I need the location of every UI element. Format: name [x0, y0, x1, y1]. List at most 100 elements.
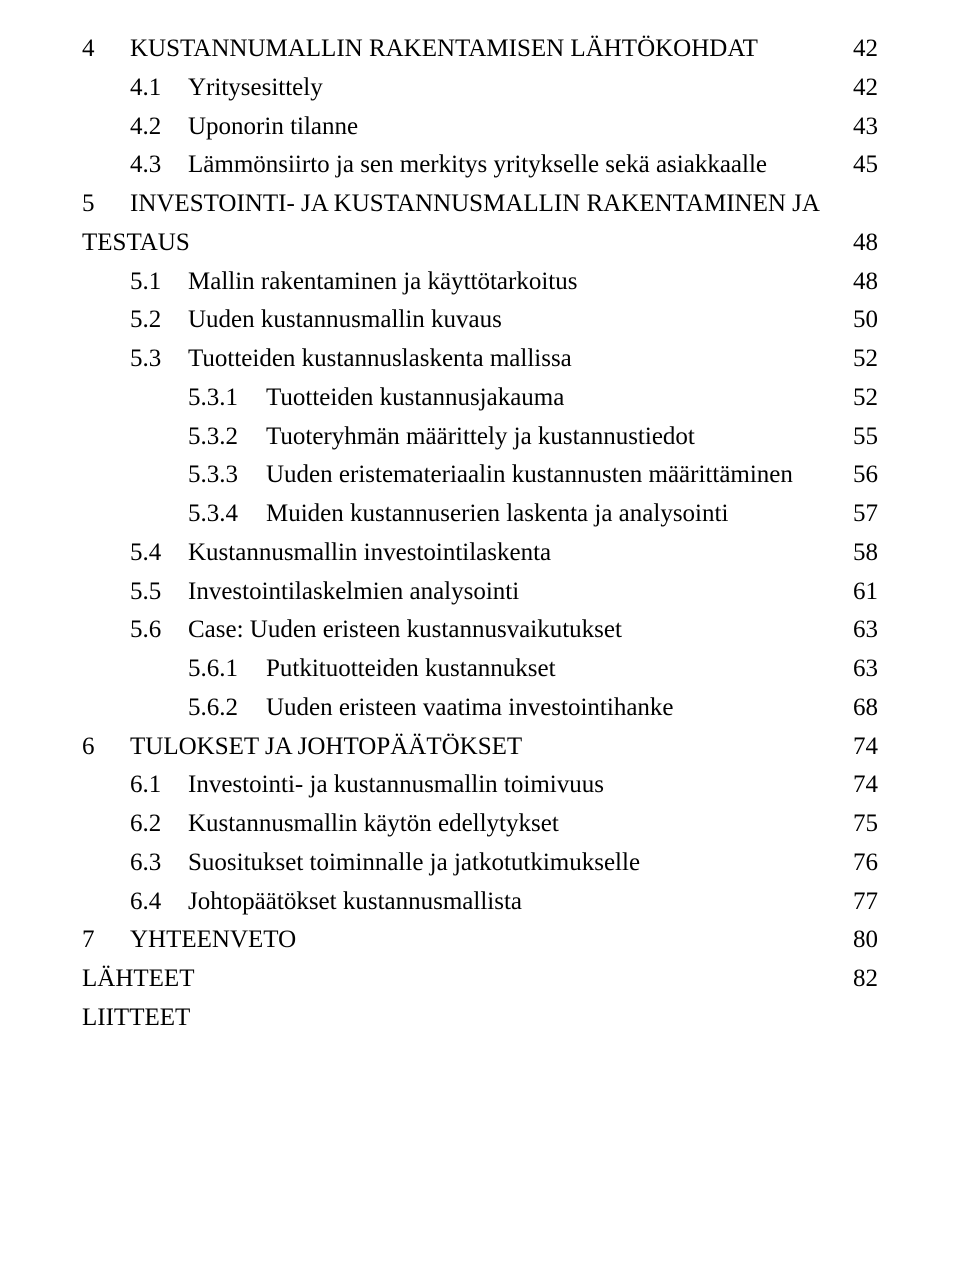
toc-number: 4.3 — [130, 146, 188, 185]
toc-number: 5.3.2 — [188, 418, 266, 457]
toc-entry: 5.3.3Uuden eristemateriaalin kustannuste… — [82, 456, 878, 495]
toc-entry: LÄHTEET 82 — [82, 960, 878, 999]
toc-entry: 6TULOKSET JA JOHTOPÄÄTÖKSET 74 — [82, 728, 878, 767]
toc-number: 5.3.4 — [188, 495, 266, 534]
toc-title: Investointi- ja kustannusmallin toimivuu… — [188, 766, 604, 805]
toc-title: Investointilaskelmien analysointi — [188, 573, 519, 612]
toc-entry: 4.2Uponorin tilanne 43 — [82, 108, 878, 147]
toc-entry: 4.3Lämmönsiirto ja sen merkitys yritykse… — [82, 146, 878, 185]
toc-entry: 4KUSTANNUMALLIN RAKENTAMISEN LÄHTÖKOHDAT… — [82, 30, 878, 69]
toc-title: Mallin rakentaminen ja käyttötarkoitus — [188, 263, 577, 302]
toc-entry: 6.3Suositukset toiminnalle ja jatkotutki… — [82, 844, 878, 883]
toc-title: Putkituotteiden kustannukset — [266, 650, 556, 689]
toc-title: LÄHTEET — [82, 960, 194, 999]
toc-title: KUSTANNUMALLIN RAKENTAMISEN LÄHTÖKOHDAT — [130, 30, 758, 69]
toc-number: 5.3 — [130, 340, 188, 379]
toc-number: 5.3.1 — [188, 379, 266, 418]
toc-page-number: 63 — [847, 650, 878, 689]
toc-title: Tuotteiden kustannusjakauma — [266, 379, 564, 418]
toc-page-number: 42 — [847, 30, 878, 69]
toc-number: 5.5 — [130, 573, 188, 612]
toc-page-number: 82 — [847, 960, 878, 999]
toc-page-number: 48 — [847, 263, 878, 302]
toc-title: Uuden eristeen vaatima investointihanke — [266, 689, 674, 728]
toc-title: Tuoteryhmän määrittely ja kustannustiedo… — [266, 418, 695, 457]
toc-page-number: 42 — [847, 69, 878, 108]
toc-entry: 5.4Kustannusmallin investointilaskenta 58 — [82, 534, 878, 573]
toc-title: Uponorin tilanne — [188, 108, 358, 147]
toc-page-number: 55 — [847, 418, 878, 457]
toc-page-number: 74 — [847, 766, 878, 805]
toc-number: 6.1 — [130, 766, 188, 805]
toc-page-number: 77 — [847, 883, 878, 922]
toc-entry: 5.3Tuotteiden kustannuslaskenta mallissa… — [82, 340, 878, 379]
toc-page-number: 52 — [847, 379, 878, 418]
toc-number: 5.4 — [130, 534, 188, 573]
toc-page-number: 57 — [847, 495, 878, 534]
toc-number: 5.6 — [130, 611, 188, 650]
toc-page-number: 56 — [847, 456, 878, 495]
toc-page-number: 43 — [847, 108, 878, 147]
toc-title-part2: TESTAUS — [82, 224, 190, 263]
page-container: 4KUSTANNUMALLIN RAKENTAMISEN LÄHTÖKOHDAT… — [0, 0, 960, 1269]
toc-title: Kustannusmallin käytön edellytykset — [188, 805, 559, 844]
toc-title: Lämmönsiirto ja sen merkitys yritykselle… — [188, 146, 767, 185]
toc-page-number: 61 — [847, 573, 878, 612]
toc-number: 5.2 — [130, 301, 188, 340]
toc-page-number: 76 — [847, 844, 878, 883]
toc-title: TULOKSET JA JOHTOPÄÄTÖKSET — [130, 728, 522, 767]
toc-entry: 4.1Yritysesittely 42 — [82, 69, 878, 108]
toc-number: 4.1 — [130, 69, 188, 108]
toc-entry: 5.3.1Tuotteiden kustannusjakauma 52 — [82, 379, 878, 418]
toc-number: 5.1 — [130, 263, 188, 302]
toc-title: Tuotteiden kustannuslaskenta mallissa — [188, 340, 572, 379]
toc-entry: 5.6Case: Uuden eristeen kustannusvaikutu… — [82, 611, 878, 650]
toc-entry: 7YHTEENVETO 80 — [82, 921, 878, 960]
table-of-contents: 4KUSTANNUMALLIN RAKENTAMISEN LÄHTÖKOHDAT… — [82, 30, 878, 1038]
toc-title: Kustannusmallin investointilaskenta — [188, 534, 551, 573]
toc-entry: 5.2Uuden kustannusmallin kuvaus50 — [82, 301, 878, 340]
toc-number: 5.6.2 — [188, 689, 266, 728]
toc-entry: 5.3.4Muiden kustannuserien laskenta ja a… — [82, 495, 878, 534]
toc-entry: 5.6.2Uuden eristeen vaatima investointih… — [82, 689, 878, 728]
toc-page-number: 52 — [847, 340, 878, 379]
toc-title: Yritysesittely — [188, 69, 323, 108]
toc-number: 5.3.3 — [188, 456, 266, 495]
toc-entry: 5.6.1Putkituotteiden kustannukset 63 — [82, 650, 878, 689]
toc-title: Uuden eristemateriaalin kustannusten mää… — [266, 456, 793, 495]
toc-page-number: 63 — [847, 611, 878, 650]
toc-title-part1: INVESTOINTI- JA KUSTANNUSMALLIN RAKENTAM… — [130, 190, 820, 217]
toc-page-number: 74 — [847, 728, 878, 767]
toc-entry: 6.1Investointi- ja kustannusmallin toimi… — [82, 766, 878, 805]
toc-title: LIITTEET — [82, 999, 190, 1038]
toc-page-number: 48 — [847, 224, 878, 263]
toc-number: 4.2 — [130, 108, 188, 147]
toc-number: 7 — [82, 921, 130, 960]
toc-entry: 5.1Mallin rakentaminen ja käyttötarkoitu… — [82, 263, 878, 302]
toc-page-number: 75 — [847, 805, 878, 844]
toc-entry: 6.4Johtopäätökset kustannusmallista 77 — [82, 883, 878, 922]
toc-entry: 5.3.2Tuoteryhmän määrittely ja kustannus… — [82, 418, 878, 457]
toc-title: Case: Uuden eristeen kustannusvaikutukse… — [188, 611, 622, 650]
toc-page-number: 45 — [847, 146, 878, 185]
toc-number: 5.6.1 — [188, 650, 266, 689]
toc-entry: 5INVESTOINTI- JA KUSTANNUSMALLIN RAKENTA… — [82, 185, 878, 263]
toc-number: 6.2 — [130, 805, 188, 844]
toc-title: Uuden kustannusmallin kuvaus — [188, 301, 502, 340]
toc-title: YHTEENVETO — [130, 921, 296, 960]
toc-number: 4 — [82, 30, 130, 69]
toc-title: Muiden kustannuserien laskenta ja analys… — [266, 495, 728, 534]
toc-number: 5 — [82, 185, 130, 224]
toc-number: 6.4 — [130, 883, 188, 922]
toc-wrap-line-2: TESTAUS 48 — [82, 224, 878, 263]
toc-number: 6 — [82, 728, 130, 767]
toc-wrap-line-1: 5INVESTOINTI- JA KUSTANNUSMALLIN RAKENTA… — [82, 185, 878, 224]
toc-page-number: 58 — [847, 534, 878, 573]
toc-number: 6.3 — [130, 844, 188, 883]
toc-entry: 5.5Investointilaskelmien analysointi 61 — [82, 573, 878, 612]
toc-title: Johtopäätökset kustannusmallista — [188, 883, 522, 922]
toc-entry: 6.2Kustannusmallin käytön edellytykset 75 — [82, 805, 878, 844]
toc-page-number: 80 — [847, 921, 878, 960]
toc-page-number: 68 — [847, 689, 878, 728]
toc-entry: LIITTEET — [82, 999, 878, 1038]
